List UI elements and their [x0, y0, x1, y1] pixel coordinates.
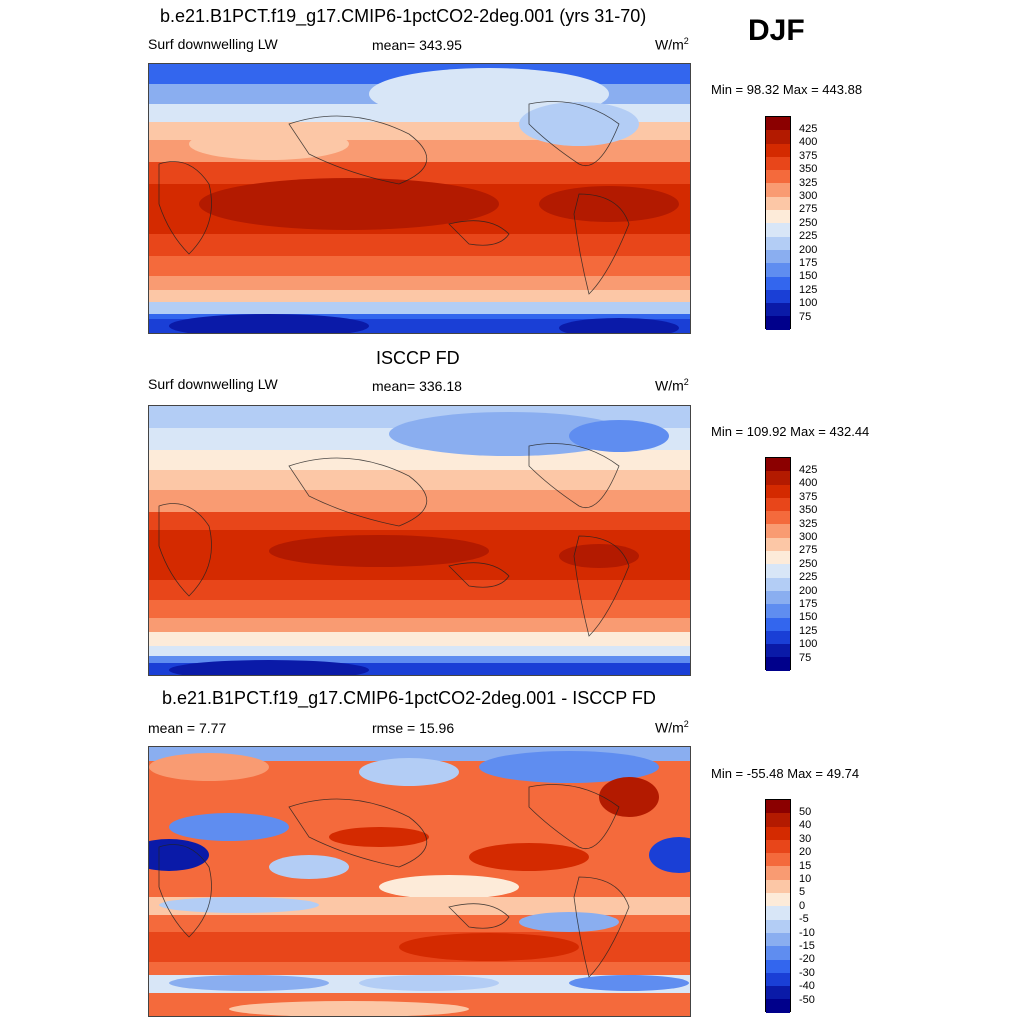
colorbar-tick: 40 [799, 819, 812, 832]
panel-3-map [148, 746, 691, 1017]
colorbar-tick: 75 [799, 651, 812, 664]
colorbar-tick: 150 [799, 270, 818, 283]
colorbar-tick: 375 [799, 490, 818, 503]
colorbar-tick: -5 [799, 913, 809, 926]
panel-1-colorbar [765, 116, 791, 330]
colorbar-tick: 350 [799, 163, 818, 176]
colorbar-tick: 15 [799, 859, 812, 872]
panel-2-title: ISCCP FD [376, 348, 460, 368]
panel-1-units: W/m2 [655, 36, 689, 53]
colorbar-tick: 0 [799, 899, 806, 912]
colorbar-tick: 350 [799, 504, 818, 517]
colorbar-tick: 100 [799, 638, 818, 651]
panel-3-mean-label: mean = 7.77 [148, 720, 227, 736]
panel-1-mean-label: mean= 343.95 [372, 37, 462, 53]
colorbar-tick: 400 [799, 136, 818, 149]
colorbar-tick: 325 [799, 517, 818, 530]
colorbar-tick: 300 [799, 190, 818, 203]
colorbar-tick: 300 [799, 531, 818, 544]
colorbar-tick: 175 [799, 257, 818, 270]
colorbar-tick: 10 [799, 873, 812, 886]
colorbar-tick: -20 [799, 953, 815, 966]
panel-1-colorbar-labels: 425 400 375 350 325 300 275 250 225 200 … [799, 123, 817, 324]
colorbar-tick: 275 [799, 203, 818, 216]
colorbar-tick: 75 [799, 310, 812, 323]
panel-3-title: b.e21.B1PCT.f19_g17.CMIP6-1pctCO2-2deg.0… [162, 688, 656, 708]
colorbar-tick: 275 [799, 544, 818, 557]
panel-2-colorbar-labels: 425 400 375 350 325 300 275 250 225 200 … [799, 464, 817, 665]
panel-2-min-max: Min = 109.92 Max = 432.44 [711, 424, 870, 439]
panel-2-variable-label: Surf downwelling LW [148, 376, 278, 392]
panel-2-map [148, 405, 691, 676]
panel-3-rmse-label: rmse = 15.96 [372, 720, 455, 736]
panel-3-colorbar [765, 799, 791, 1013]
panel-1-variable-label: Surf downwelling LW [148, 36, 278, 52]
colorbar-tick: 175 [799, 598, 818, 611]
colorbar-tick: 225 [799, 571, 818, 584]
colorbar-tick: 125 [799, 624, 818, 637]
colorbar-tick: 425 [799, 464, 818, 476]
panel-2-units: W/m2 [655, 377, 689, 394]
panel-3-colorbar-labels: 50 40 30 20 15 10 5 0 -5 -10 -15 -20 -30… [799, 806, 815, 1007]
colorbar-tick: 5 [799, 886, 806, 899]
colorbar-tick: 150 [799, 611, 818, 624]
colorbar-tick: -40 [799, 980, 815, 993]
panel-3-units: W/m2 [655, 719, 689, 736]
colorbar-tick: 50 [799, 806, 812, 818]
colorbar-tick: 375 [799, 149, 818, 162]
panel-3-min-max: Min = -55.48 Max = 49.74 [711, 766, 860, 781]
colorbar-tick: 200 [799, 584, 818, 597]
colorbar-tick: 250 [799, 216, 818, 229]
panel-2-colorbar [765, 457, 791, 671]
colorbar-tick: 400 [799, 477, 818, 490]
panel-2-mean-label: mean= 336.18 [372, 378, 462, 394]
colorbar-tick: 250 [799, 557, 818, 570]
colorbar-tick: 30 [799, 832, 812, 845]
panel-1-map [148, 63, 691, 334]
colorbar-tick: -15 [799, 940, 815, 953]
colorbar-tick: -30 [799, 966, 815, 979]
colorbar-tick: 100 [799, 297, 818, 310]
season-label: DJF [748, 14, 805, 47]
colorbar-tick: 20 [799, 846, 812, 859]
panel-1-title: b.e21.B1PCT.f19_g17.CMIP6-1pctCO2-2deg.0… [160, 6, 647, 26]
colorbar-tick: 200 [799, 243, 818, 256]
colorbar-tick: -10 [799, 926, 815, 939]
colorbar-tick: 425 [799, 123, 818, 135]
panel-1-min-max: Min = 98.32 Max = 443.88 [711, 82, 863, 97]
colorbar-tick: -50 [799, 993, 815, 1006]
colorbar-tick: 325 [799, 176, 818, 189]
colorbar-tick: 125 [799, 283, 818, 296]
colorbar-tick: 225 [799, 230, 818, 243]
